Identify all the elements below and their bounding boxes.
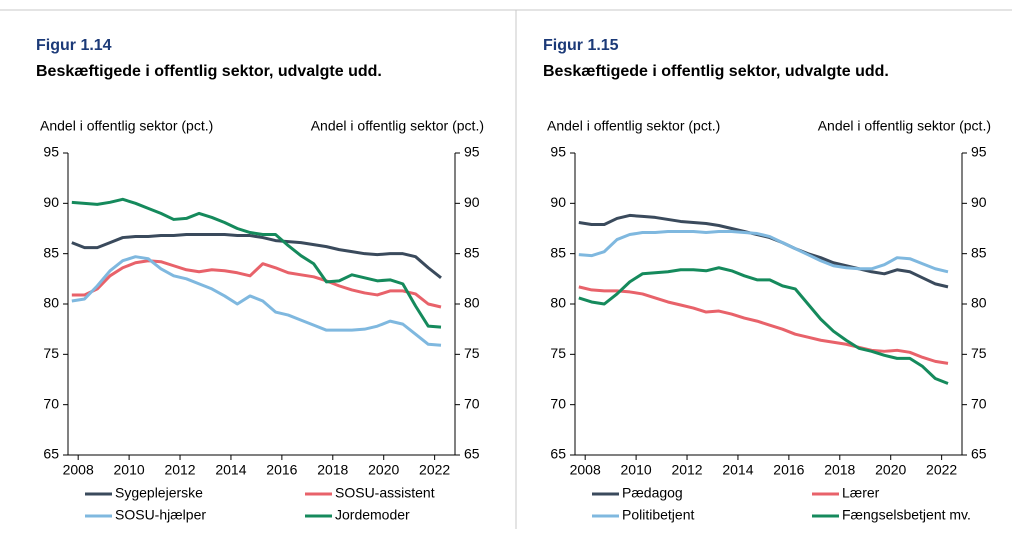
y2-tick-label: 70 [464,395,480,411]
y2-tick-label: 85 [971,244,987,260]
legend-label: Jordemoder [335,507,410,523]
y2-tick-label: 65 [971,446,987,462]
y-tick-label: 85 [550,244,566,260]
y2-tick-label: 95 [464,144,480,160]
legend-label: Pædagog [622,485,683,501]
chart: Figur 1.15 Beskæftigede i offentlig sekto… [543,37,991,522]
legend-label: Lærer [842,485,880,501]
legend-label: SOSU-assistent [335,485,435,501]
y-tick-label: 85 [43,244,59,260]
x-tick-label: 2022 [419,462,450,478]
x-tick-label: 2012 [671,462,702,478]
y-tick-label: 75 [43,345,59,361]
series-line [71,255,442,347]
x-tick-label: 2018 [824,462,855,478]
series-line [578,285,949,365]
y2-axis-label: Andel i offentlig sektor (pct.) [818,118,991,134]
x-tick-label: 2012 [164,462,195,478]
x-tick-label: 2020 [875,462,906,478]
chart-title: Beskæftigede i offentlig sektor, udvalgt… [36,63,382,80]
x-tick-label: 2014 [215,462,246,478]
y-tick-label: 65 [550,446,566,462]
y2-tick-label: 70 [971,395,987,411]
x-tick-label: 2016 [773,462,804,478]
x-tick-label: 2018 [317,462,348,478]
y2-tick-label: 80 [464,295,480,311]
x-tick-label: 2010 [621,462,652,478]
series-line [71,233,442,280]
y-tick-label: 95 [550,144,566,160]
x-tick-label: 2020 [368,462,399,478]
y-tick-label: 95 [43,144,59,160]
y-axis-label: Andel i offentlig sektor (pct.) [547,118,720,134]
legend-label: SOSU-hjælper [115,507,206,523]
y2-tick-label: 95 [971,144,987,160]
x-tick-label: 2016 [266,462,297,478]
chart: Figur 1.14 Beskæftigede i offentlig sekto… [36,37,484,522]
y2-tick-label: 80 [971,295,987,311]
y-axis-label: Andel i offentlig sektor (pct.) [40,118,213,134]
x-tick-label: 2014 [722,462,753,478]
x-tick-label: 2010 [114,462,145,478]
series-line [71,197,442,329]
legend-label: Fængselsbetjent mv. [842,507,971,523]
y2-axis-label: Andel i offentlig sektor (pct.) [311,118,484,134]
series-line [578,213,949,289]
y-tick-label: 90 [43,194,59,210]
y-tick-label: 75 [550,345,566,361]
y2-tick-label: 90 [464,194,480,210]
figure-label: Figur 1.15 [543,37,619,54]
y-tick-label: 90 [550,194,566,210]
y-tick-label: 65 [43,446,59,462]
y2-tick-label: 90 [971,194,987,210]
y-tick-label: 80 [43,295,59,311]
legend-label: Politibetjent [622,507,694,523]
x-tick-label: 2008 [63,462,94,478]
y2-tick-label: 85 [464,244,480,260]
y-tick-label: 80 [550,295,566,311]
legend-label: Sygeplejerske [115,485,203,501]
y-tick-label: 70 [550,395,566,411]
series-line [578,230,949,274]
series-line [71,259,442,309]
chart-title: Beskæftigede i offentlig sektor, udvalgt… [543,63,889,80]
series-line [578,266,949,385]
x-tick-label: 2022 [926,462,957,478]
x-tick-label: 2008 [570,462,601,478]
figure-label: Figur 1.14 [36,37,112,54]
y2-tick-label: 65 [464,446,480,462]
y2-tick-label: 75 [464,345,480,361]
y-tick-label: 70 [43,395,59,411]
y2-tick-label: 75 [971,345,987,361]
